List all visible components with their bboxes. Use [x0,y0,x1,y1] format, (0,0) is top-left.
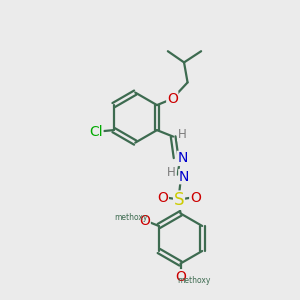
Text: H: H [178,128,186,141]
Text: N: N [177,152,188,165]
Text: N: N [179,169,189,184]
Text: methoxy: methoxy [114,213,147,222]
Text: O: O [175,270,186,284]
Text: Cl: Cl [89,124,103,139]
Text: O: O [167,92,178,106]
Text: S: S [174,191,184,209]
Text: H: H [167,166,176,179]
Text: O: O [190,191,201,205]
Text: O: O [158,191,168,205]
Text: methoxy: methoxy [177,276,210,285]
Text: O: O [139,214,150,228]
